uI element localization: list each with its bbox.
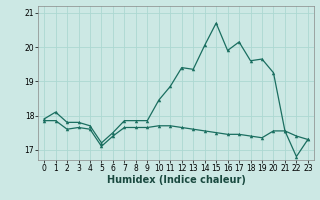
X-axis label: Humidex (Indice chaleur): Humidex (Indice chaleur) [107, 175, 245, 185]
